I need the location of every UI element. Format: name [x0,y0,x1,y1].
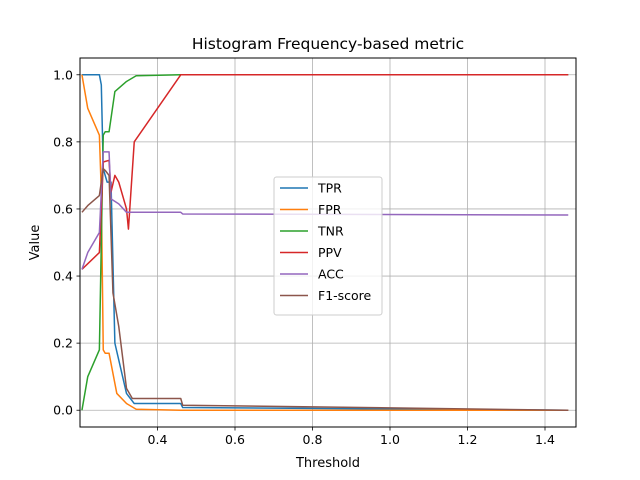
y-tick-label: 0.6 [53,201,73,216]
y-tick-label: 0.2 [53,336,73,351]
x-tick-label: 1.0 [380,432,400,447]
legend-box [273,176,383,316]
chart-title: Histogram Frequency-based metric [192,35,464,53]
series-line-tnr [81,74,569,411]
legend-label-tpr: TPR [317,181,342,196]
legend-label-acc: ACC [318,267,344,282]
series-line-tpr [81,74,569,411]
axis-ticks: 0.4 0.6 0.8 1.0 1.2 1.4 0.0 0.2 0.4 0.6 0.8 1.0 [53,67,555,447]
legend-label-fpr: FPR [318,202,342,217]
y-tick-label: 0.4 [53,269,73,284]
x-tick-label: 1.2 [458,432,478,447]
series-line-acc [81,151,569,270]
y-tick-label: 0.8 [53,134,73,149]
x-tick-label: 1.4 [535,432,555,447]
series-line-fpr [81,74,569,411]
series-line-f1-score [81,167,569,411]
x-tick-label: 0.4 [148,432,168,447]
legend: TPR FPR TNR PPV ACC F1-score [273,176,383,316]
legend-label-tnr: TNR [317,224,344,239]
series-lines [81,74,569,411]
x-tick-label: 0.6 [225,432,245,447]
x-tick-label: 0.8 [303,432,323,447]
y-tick-label: 1.0 [53,67,73,82]
y-axis-title: Value [28,225,43,261]
legend-label-ppv: PPV [318,245,342,260]
x-axis-title: Threshold [295,456,360,471]
plot-area-frame [79,57,577,428]
y-tick-label: 0.0 [53,403,73,418]
legend-label-f1-score: F1-score [318,288,372,303]
